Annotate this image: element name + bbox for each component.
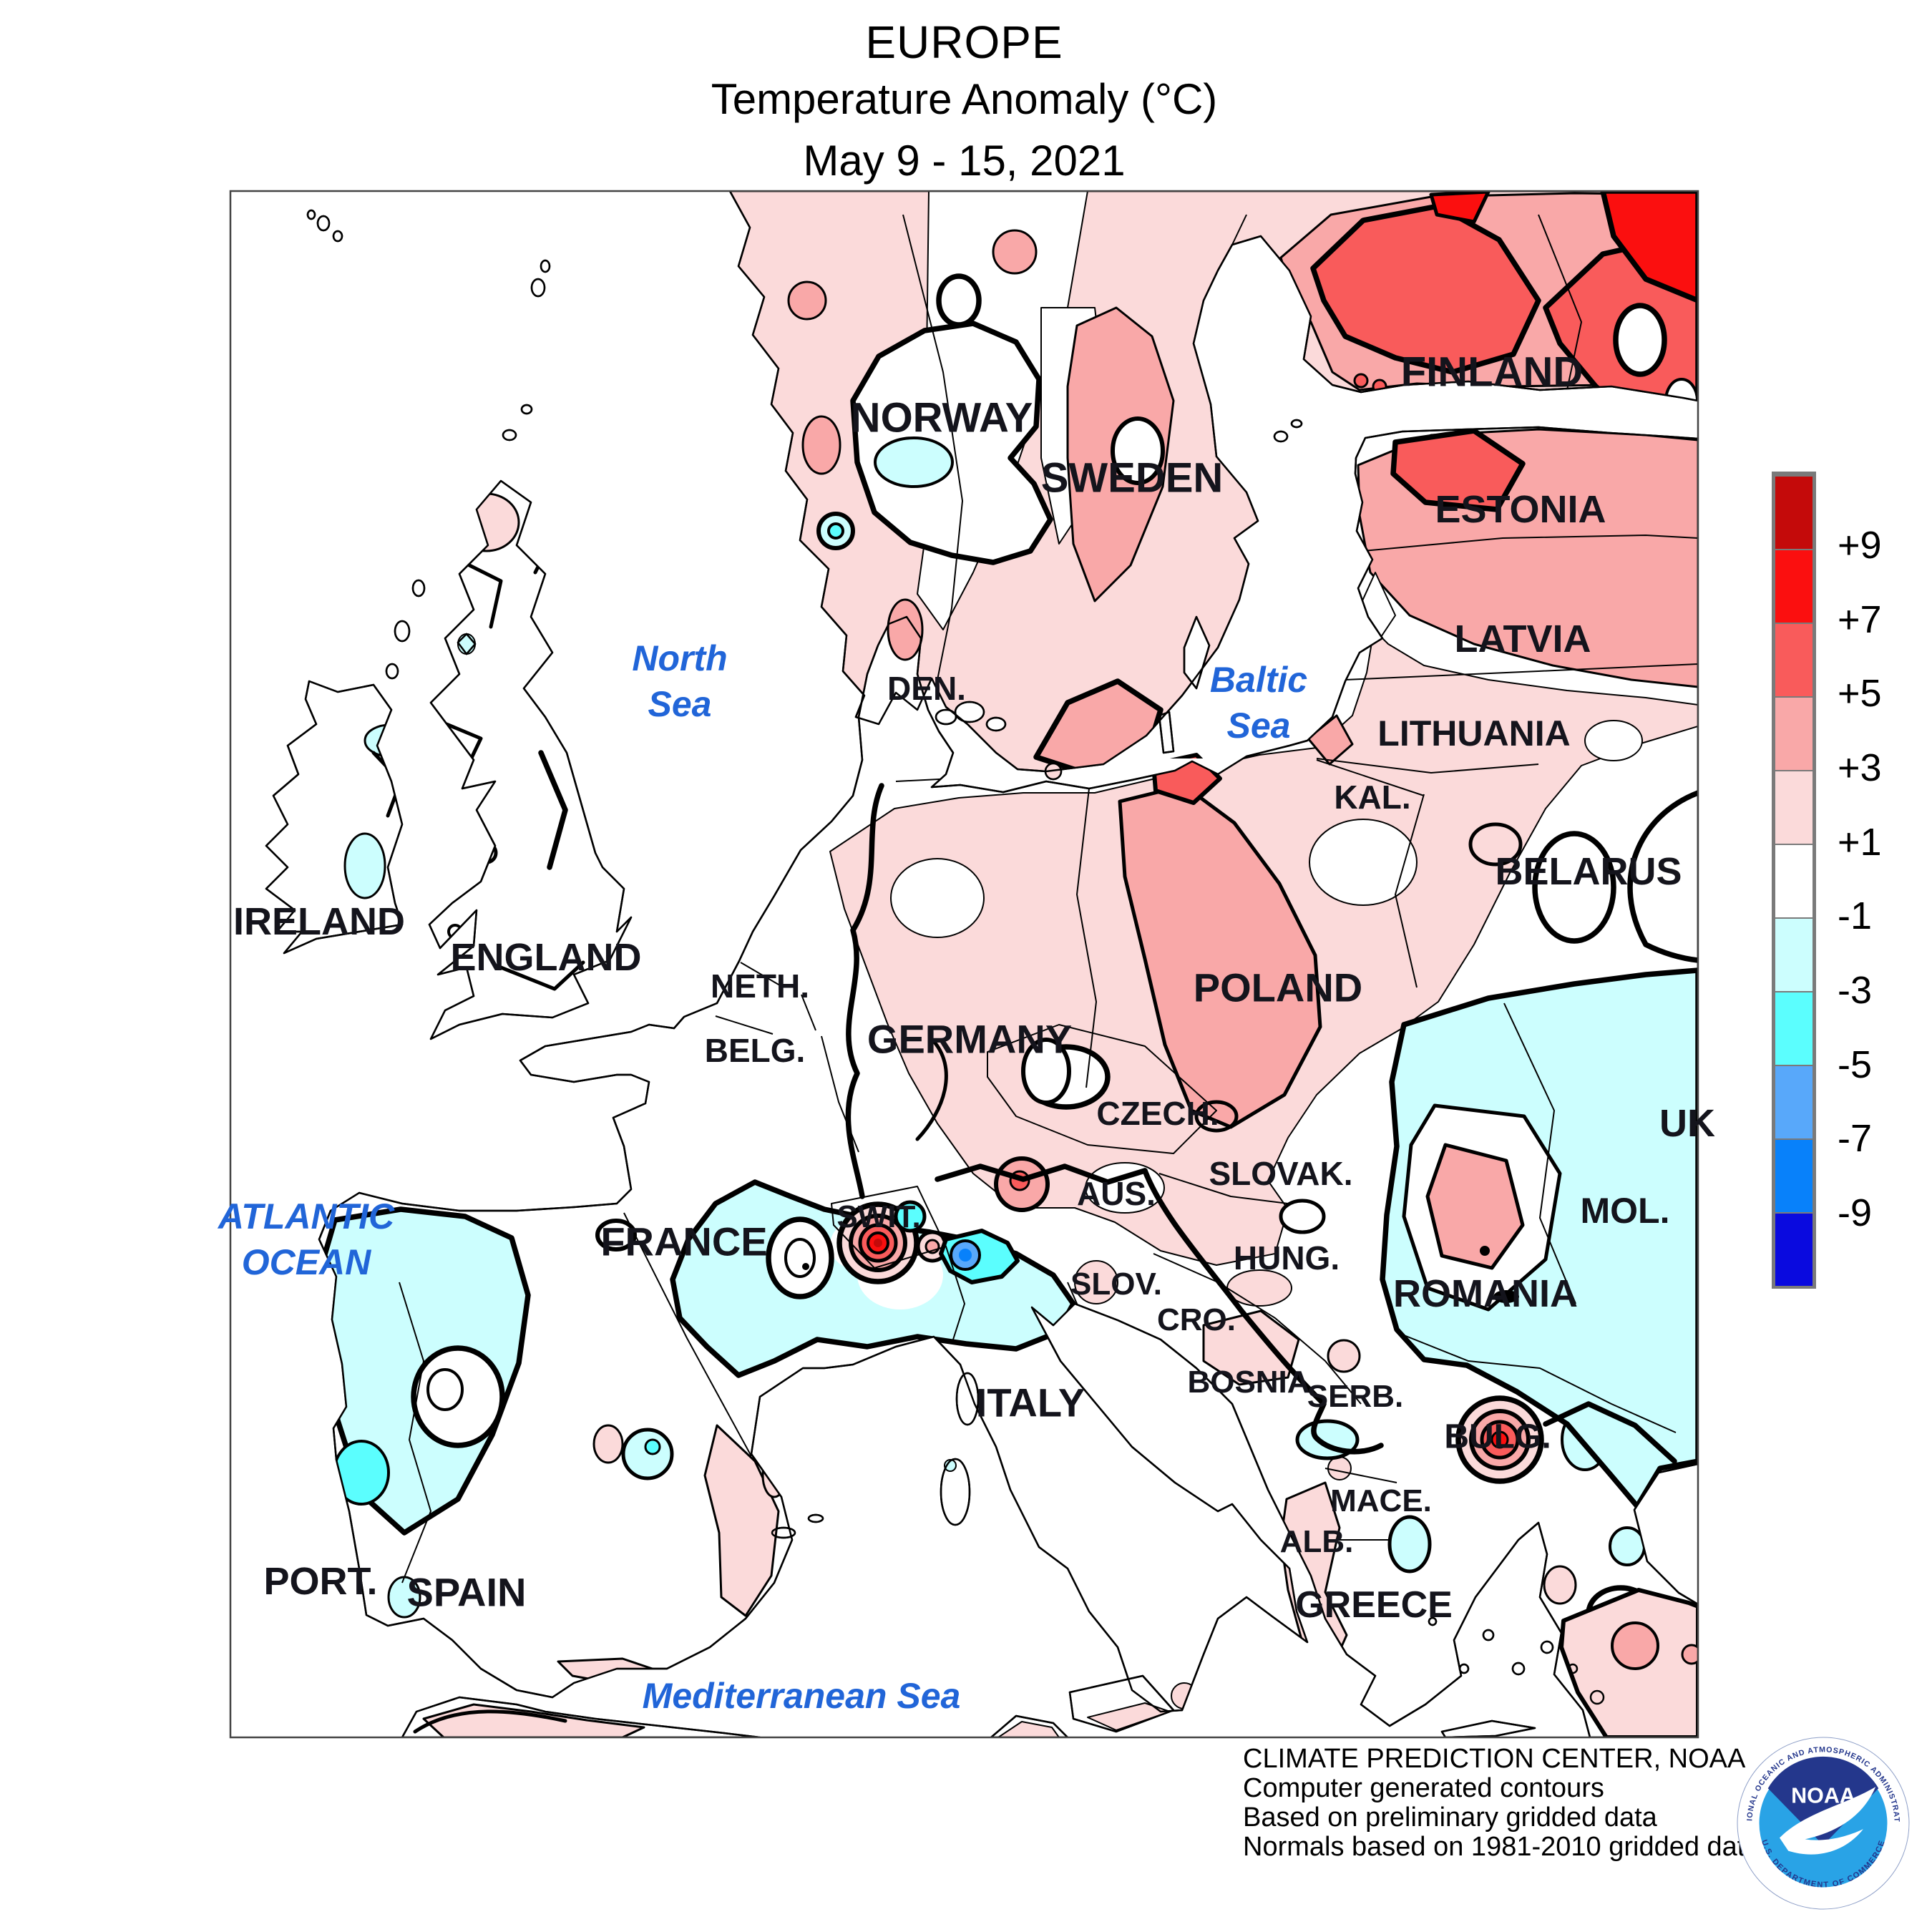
- country-label: HUNG.: [1233, 1239, 1340, 1277]
- country-label: NORWAY: [850, 394, 1033, 441]
- country-label: SLOV.: [1070, 1267, 1162, 1302]
- legend-tick-label: -5: [1838, 1043, 1873, 1086]
- page-date-range: May 9 - 15, 2021: [803, 137, 1126, 185]
- map-geometry: [265, 191, 1698, 1737]
- legend-color-box: [1775, 696, 1813, 770]
- legend-color-box: [1775, 1212, 1813, 1286]
- country-label: MACE.: [1330, 1483, 1432, 1518]
- sea-label: Mediterranean Sea: [642, 1676, 961, 1716]
- country-label: KAL.: [1334, 779, 1411, 816]
- sea-label: ATLANTIC: [218, 1196, 395, 1236]
- country-label: IRELAND: [233, 900, 405, 943]
- country-label: ESTONIA: [1435, 488, 1606, 531]
- country-label: LITHUANIA: [1377, 713, 1571, 753]
- legend-color-box: [1775, 475, 1813, 549]
- page-subtitle: Temperature Anomaly (°C): [711, 75, 1218, 123]
- country-label: UK: [1659, 1102, 1715, 1145]
- legend-colorbar: +9 +7 +5 +3 +1 -1 -3 -5 -7 -9: [1772, 472, 1915, 1289]
- credit-line: Normals based on 1981-2010 gridded data: [1243, 1832, 1760, 1862]
- country-label: DEN.: [887, 670, 966, 707]
- sea-label: Sea: [1226, 706, 1291, 746]
- country-label: SWEDEN: [1040, 454, 1224, 502]
- legend-tick-label: -1: [1838, 894, 1873, 937]
- country-label: BULG.: [1444, 1418, 1551, 1456]
- logo-sky: [1767, 1756, 1879, 1845]
- credit-line: Computer generated contours: [1243, 1773, 1604, 1803]
- sea-label: Baltic: [1209, 660, 1308, 700]
- anomaly-patches: [321, 191, 1698, 1737]
- legend-tick-label: -3: [1838, 969, 1873, 1012]
- country-label: ITALY: [975, 1380, 1085, 1425]
- sea-label: North: [632, 638, 728, 678]
- country-label: FINLAND: [1400, 348, 1584, 396]
- sea-label: Sea: [648, 684, 712, 724]
- country-label: AUS.: [1077, 1175, 1156, 1212]
- legend-tick-label: +7: [1838, 598, 1882, 641]
- country-label: POLAND: [1193, 965, 1363, 1010]
- country-label: MOL.: [1580, 1191, 1670, 1231]
- legend-color-box: [1775, 770, 1813, 844]
- country-label: BELARUS: [1495, 850, 1682, 893]
- legend-tick-label: +9: [1838, 524, 1882, 567]
- country-label: GREECE: [1295, 1584, 1453, 1626]
- logo-org-text: NOAA: [1791, 1784, 1855, 1808]
- legend-tick-labels: +9 +7 +5 +3 +1 -1 -3 -5 -7 -9: [1772, 472, 1915, 1289]
- country-label: NETH.: [711, 967, 809, 1005]
- country-label: SLOVAK.: [1209, 1155, 1353, 1192]
- legend-color-box: [1775, 917, 1813, 991]
- country-label: LATVIA: [1454, 618, 1591, 660]
- legend-tick-label: +5: [1838, 672, 1882, 715]
- country-label: CRO.: [1157, 1302, 1236, 1337]
- sea-label: OCEAN: [241, 1242, 371, 1282]
- legend-color-box: [1775, 844, 1813, 917]
- map-frame-border: [229, 190, 1699, 1739]
- legend-color-box: [1775, 1065, 1813, 1138]
- legend-color-box: [1775, 1138, 1813, 1212]
- credit-line: Based on preliminary gridded data: [1243, 1802, 1657, 1833]
- legend-tick-label: -9: [1838, 1191, 1873, 1234]
- country-label: BOSNIA: [1187, 1365, 1310, 1400]
- country-label: GERMANY: [867, 1016, 1073, 1062]
- credit-line: CLIMATE PREDICTION CENTER, NOAA: [1243, 1744, 1746, 1774]
- noaa-logo: NOAA NATIONAL OCEANIC AND ATMOSPHERIC AD…: [1736, 1736, 1910, 1910]
- country-label: CZECH.: [1096, 1095, 1219, 1132]
- country-label: ENGLAND: [450, 936, 642, 979]
- legend-color-box: [1775, 549, 1813, 623]
- country-label: SWIT.: [836, 1199, 921, 1234]
- country-label: SERB.: [1307, 1379, 1404, 1414]
- credit-block: CLIMATE PREDICTION CENTER, NOAA Computer…: [1243, 1745, 1760, 1862]
- logo-seagull-icon: [1780, 1787, 1876, 1855]
- legend-color-box: [1775, 991, 1813, 1065]
- legend-tick-label: -7: [1838, 1117, 1873, 1160]
- country-label: SPAIN: [406, 1569, 527, 1615]
- legend-boxes: [1772, 472, 1816, 1289]
- legend-tick-label: +3: [1838, 746, 1882, 789]
- country-label: ROMANIA: [1393, 1272, 1578, 1315]
- page-title: EUROPE: [865, 16, 1063, 68]
- country-label: FRANCE: [600, 1219, 768, 1264]
- legend-color-box: [1775, 623, 1813, 696]
- legend-tick-label: +1: [1838, 821, 1882, 864]
- country-label: ALB.: [1279, 1524, 1354, 1559]
- country-label: PORT.: [263, 1560, 378, 1603]
- country-label: BELG.: [704, 1032, 806, 1069]
